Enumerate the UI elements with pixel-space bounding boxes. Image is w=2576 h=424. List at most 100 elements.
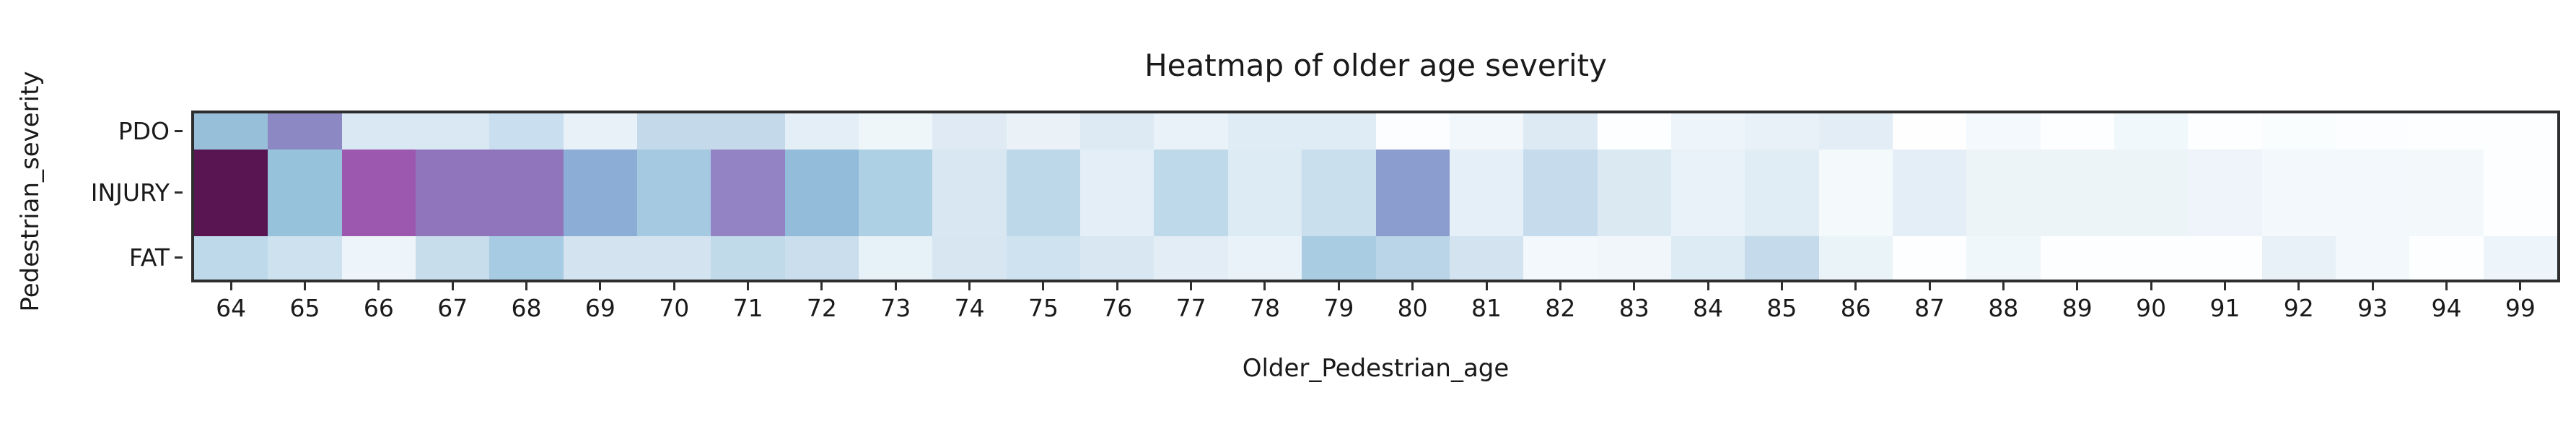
heatmap-cell-fat-79	[1302, 235, 1376, 280]
heatmap-cell-fat-87	[1892, 235, 1967, 280]
x-tick-col-93: 93	[2336, 282, 2409, 322]
heatmap-cell-pdo-68	[489, 113, 564, 150]
x-tick-col-85: 85	[1745, 282, 1818, 322]
heatmap-row-pdo	[194, 113, 2557, 150]
heatmap-cell-fat-77	[1154, 235, 1228, 280]
x-tick-mark	[2223, 282, 2226, 290]
heatmap-cell-pdo-88	[1966, 113, 2041, 150]
y-tick-label-injury: INJURY	[90, 178, 170, 207]
heatmap-grid	[191, 111, 2560, 282]
y-tick-mark	[175, 191, 183, 194]
heatmap-cell-fat-69	[563, 235, 638, 280]
x-tick-col-82: 82	[1523, 282, 1597, 322]
heatmap-cell-injury-86	[1818, 149, 1893, 236]
x-tick-col-90: 90	[2114, 282, 2188, 322]
heatmap-cell-injury-81	[1449, 149, 1524, 236]
x-tick-label-78: 78	[1249, 294, 1280, 322]
x-tick-col-79: 79	[1302, 282, 1375, 322]
heatmap-cell-pdo-78	[1227, 113, 1302, 150]
x-tick-mark	[1411, 282, 1414, 290]
x-tick-label-80: 80	[1397, 294, 1428, 322]
y-tick-row-pdo: PDO	[0, 113, 183, 150]
x-tick-mark	[747, 282, 750, 290]
heatmap-cell-pdo-89	[2040, 113, 2114, 150]
heatmap-cell-pdo-82	[1523, 113, 1598, 150]
x-tick-mark	[2002, 282, 2005, 290]
heatmap-cell-injury-77	[1154, 149, 1228, 236]
heatmap-cell-fat-74	[932, 235, 1007, 280]
heatmap-cell-injury-64	[194, 149, 268, 236]
heatmap-cell-pdo-93	[2335, 113, 2410, 150]
heatmap-cell-fat-72	[784, 235, 859, 280]
y-tick-label-fat: FAT	[128, 243, 170, 272]
x-tick-label-81: 81	[1471, 294, 1502, 322]
x-tick-col-83: 83	[1598, 282, 1671, 322]
x-tick-mark	[1190, 282, 1193, 290]
x-tick-label-89: 89	[2062, 294, 2093, 322]
x-tick-label-83: 83	[1618, 294, 1650, 322]
heatmap-cell-pdo-81	[1449, 113, 1524, 150]
heatmap-cell-fat-73	[859, 235, 933, 280]
x-tick-mark	[673, 282, 675, 290]
heatmap-cell-fat-91	[2188, 235, 2262, 280]
x-tick-label-73: 73	[880, 294, 911, 322]
x-tick-mark	[2150, 282, 2152, 290]
heatmap-cell-fat-92	[2261, 235, 2336, 280]
x-tick-label-86: 86	[1840, 294, 1871, 322]
x-tick-mark	[377, 282, 380, 290]
heatmap-cell-pdo-77	[1154, 113, 1228, 150]
x-tick-col-69: 69	[564, 282, 637, 322]
heatmap-cell-fat-68	[489, 235, 564, 280]
x-tick-label-64: 64	[216, 294, 247, 322]
heatmap-cell-pdo-79	[1302, 113, 1376, 150]
x-tick-col-99: 99	[2484, 282, 2557, 322]
x-tick-label-66: 66	[363, 294, 394, 322]
x-tick-col-76: 76	[1080, 282, 1154, 322]
x-tick-label-76: 76	[1102, 294, 1133, 322]
x-tick-label-84: 84	[1693, 294, 1724, 322]
y-tick-mark	[175, 256, 183, 259]
heatmap-cell-pdo-69	[563, 113, 638, 150]
y-axis: PDO INJURY FAT	[0, 113, 183, 280]
x-tick-label-99: 99	[2505, 294, 2536, 322]
x-tick-col-71: 71	[711, 282, 784, 322]
x-tick-col-65: 65	[268, 282, 341, 322]
x-tick-mark	[2519, 282, 2522, 290]
x-tick-col-88: 88	[1966, 282, 2040, 322]
x-tick-label-87: 87	[1914, 294, 1945, 322]
heatmap-cell-fat-82	[1523, 235, 1598, 280]
heatmap-cell-injury-84	[1670, 149, 1745, 236]
x-tick-mark	[1780, 282, 1783, 290]
heatmap-cell-injury-65	[268, 149, 342, 236]
heatmap-cell-pdo-80	[1375, 113, 1450, 150]
heatmap-cell-injury-93	[2335, 149, 2410, 236]
x-tick-mark	[820, 282, 823, 290]
heatmap-cell-pdo-72	[784, 113, 859, 150]
heatmap-cell-fat-75	[1006, 235, 1081, 280]
x-tick-col-86: 86	[1819, 282, 1893, 322]
heatmap-cell-injury-83	[1597, 149, 1671, 236]
x-tick-col-78: 78	[1228, 282, 1302, 322]
heatmap-cell-fat-70	[637, 235, 711, 280]
heatmap-cell-pdo-67	[416, 113, 490, 150]
heatmap-cell-injury-66	[341, 149, 416, 236]
heatmap-cell-injury-94	[2409, 149, 2484, 236]
x-tick-label-69: 69	[584, 294, 615, 322]
heatmap-cell-injury-80	[1375, 149, 1450, 236]
x-tick-label-85: 85	[1766, 294, 1797, 322]
x-axis-title: Older_Pedestrian_age	[1242, 354, 1510, 383]
x-tick-mark	[1707, 282, 1709, 290]
x-tick-col-73: 73	[859, 282, 932, 322]
x-tick-col-94: 94	[2409, 282, 2483, 322]
heatmap-cell-injury-67	[416, 149, 490, 236]
heatmap-cell-fat-64	[194, 235, 268, 280]
heatmap-cell-fat-88	[1966, 235, 2041, 280]
heatmap-cell-pdo-73	[859, 113, 933, 150]
heatmap-cell-injury-87	[1892, 149, 1967, 236]
x-axis: 64 65 66 67 68 69 70 71 72 73 74 75 76 77 78 79 80 81 82 83…	[194, 282, 2557, 322]
x-tick-mark	[2076, 282, 2079, 290]
x-tick-mark	[229, 282, 232, 290]
x-tick-label-79: 79	[1323, 294, 1354, 322]
x-tick-label-71: 71	[732, 294, 763, 322]
heatmap-cell-fat-93	[2335, 235, 2410, 280]
